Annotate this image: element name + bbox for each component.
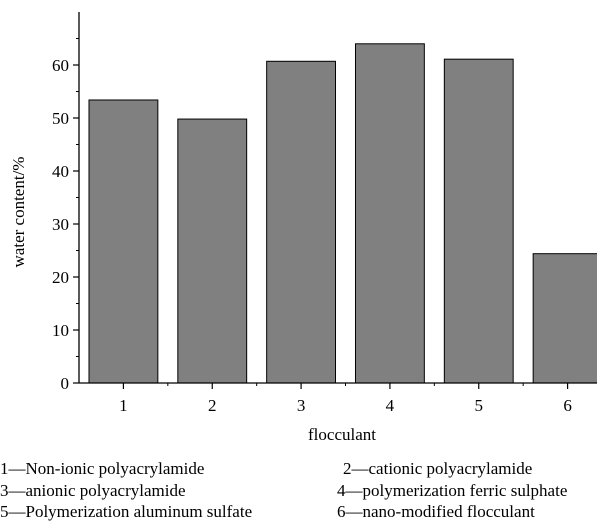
legend-item-5: 5—Polymerization aluminum sulfate (0, 502, 253, 521)
y-tick-label-0: 0 (61, 374, 70, 393)
bar-3 (266, 60, 337, 384)
y-tick-label-10: 10 (52, 321, 69, 340)
y-tick-label-60: 60 (52, 56, 69, 75)
x-tick-label-3: 3 (297, 396, 306, 415)
y-ticks-group: 0 10 20 30 40 50 60 (52, 38, 79, 393)
x-tick-label-2: 2 (208, 396, 217, 415)
x-tick-label-4: 4 (386, 396, 395, 415)
legend-item-3: 3—anionic polyacrylamide (0, 480, 186, 500)
chart-svg: 0 10 20 30 40 50 60 1 2 3 4 5 6 water content/% flo… (9, 12, 597, 444)
bar-6 (532, 253, 597, 384)
legend: 1—Non-ionic polyacrylamide 2—cationic po… (0, 458, 597, 523)
legend-item-6: 6—nano-modified flocculant (337, 502, 535, 521)
y-axis-label: water content/% (9, 157, 28, 268)
bar-4 (354, 43, 425, 384)
bars-group (88, 43, 597, 384)
y-tick-label-20: 20 (52, 268, 69, 287)
legend-item-4: 4—polymerization ferric sulphate (337, 480, 568, 500)
x-tick-label-1: 1 (119, 396, 128, 415)
x-axis-label: flocculant (308, 425, 376, 444)
y-tick-label-40: 40 (52, 162, 69, 181)
legend-item-1: 1—Non-ionic polyacrylamide (0, 459, 205, 478)
x-tick-label-6: 6 (563, 396, 572, 415)
x-ticks-group: 1 2 3 4 5 6 (119, 383, 572, 415)
y-tick-label-30: 30 (52, 215, 69, 234)
bar-1 (88, 99, 159, 384)
x-tick-label-5: 5 (475, 396, 484, 415)
y-tick-label-50: 50 (52, 109, 69, 128)
bar-2 (177, 118, 248, 384)
bar-5 (443, 58, 514, 384)
legend-item-2: 2—cationic polyacrylamide (343, 459, 533, 478)
